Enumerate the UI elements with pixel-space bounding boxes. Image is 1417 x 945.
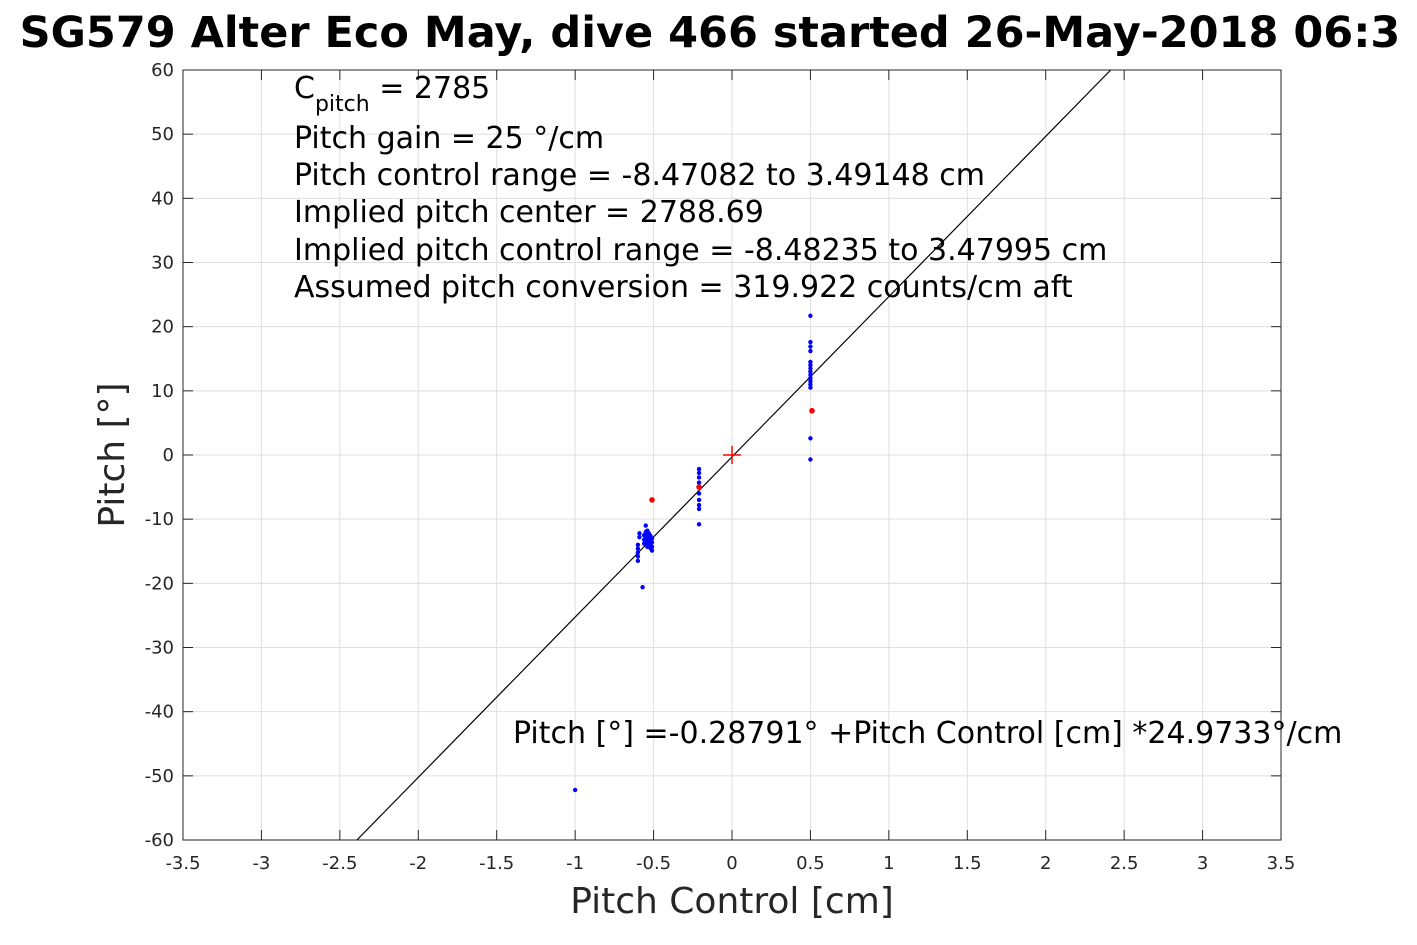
- data-point: [808, 366, 813, 371]
- data-point: [696, 522, 702, 527]
- data-point: [808, 313, 813, 318]
- annotation-implied-pitch-control-range: Implied pitch control range = -8.48235 t…: [294, 233, 1107, 268]
- x-tick-label: 1: [883, 853, 894, 874]
- y-tick-labels: 60 50 40 30 20 10 0 -10 -20 -30 -40 -50 -60: [145, 60, 174, 851]
- highlight-point: [649, 497, 655, 503]
- x-tick-label: 0.5: [796, 853, 825, 874]
- data-point: [635, 546, 641, 551]
- x-tick-label: 3: [1197, 853, 1208, 874]
- data-points: [572, 313, 815, 793]
- data-point: [808, 379, 813, 384]
- highlight-point: [696, 484, 702, 490]
- y-tick-label: -50: [145, 766, 174, 787]
- data-point: [808, 457, 813, 462]
- annotation-pitch-control-range: Pitch control range = -8.47082 to 3.4914…: [294, 158, 985, 193]
- x-tick-label: -1: [566, 853, 584, 874]
- data-point: [696, 475, 702, 480]
- data-point: [808, 372, 813, 377]
- y-tick-label: 60: [151, 60, 174, 81]
- data-point: [649, 544, 655, 549]
- y-tick-label: 30: [151, 253, 174, 274]
- y-tick-label: -30: [145, 638, 174, 659]
- fit-equation-label: Pitch [°] =-0.28791° +Pitch Control [cm]…: [513, 716, 1342, 751]
- y-tick-label: 10: [151, 381, 174, 402]
- x-tick-label: 2.5: [1110, 853, 1139, 874]
- data-point: [808, 339, 813, 345]
- x-tick-label: -2: [409, 853, 427, 874]
- y-tick-label: -10: [145, 509, 174, 530]
- x-tick-label: 0: [726, 853, 737, 874]
- y-tick-label: -20: [145, 573, 174, 594]
- grid: [182, 69, 1282, 841]
- x-axis-label: Pitch Control [cm]: [570, 881, 894, 922]
- data-point: [808, 369, 813, 374]
- annotation-c-pitch: Cpitch = 2785: [294, 71, 490, 117]
- y-tick-label: -40: [145, 702, 174, 723]
- data-point: [808, 348, 813, 354]
- data-point: [649, 548, 655, 553]
- data-point: [637, 534, 642, 540]
- annotation-pitch-gain: Pitch gain = 25 °/cm: [294, 121, 604, 156]
- x-tick-label: 1.5: [953, 853, 982, 874]
- y-tick-label: 40: [151, 188, 174, 209]
- data-point: [572, 787, 578, 793]
- c-pitch-subscript: pitch: [315, 92, 370, 117]
- x-tick-label: 3.5: [1267, 853, 1296, 874]
- data-point: [637, 531, 642, 536]
- annotation-assumed-pitch-conversion: Assumed pitch conversion = 319.922 count…: [294, 270, 1073, 305]
- data-point: [696, 506, 702, 512]
- c-pitch-symbol: C: [294, 71, 315, 106]
- data-point: [696, 497, 702, 503]
- y-tick-label: 0: [163, 445, 174, 466]
- data-point: [696, 470, 702, 476]
- x-tick-label: -3.5: [165, 853, 200, 874]
- data-point: [808, 436, 813, 441]
- data-point: [649, 540, 655, 545]
- data-point: [808, 362, 813, 368]
- data-point: [808, 375, 813, 381]
- highlight-point: [809, 407, 815, 414]
- x-tick-label: -3: [252, 853, 270, 874]
- center-marker-group: [723, 446, 741, 464]
- data-point: [808, 382, 813, 387]
- data-point: [643, 523, 648, 528]
- data-point: [635, 554, 641, 559]
- data-point: [808, 359, 813, 365]
- y-tick-label: 50: [151, 124, 174, 145]
- data-point: [635, 542, 641, 548]
- data-point: [635, 558, 641, 564]
- x-tick-label: -0.5: [636, 853, 671, 874]
- chart-title: SG579 Alter Eco May, dive 466 started 26…: [20, 8, 1401, 58]
- c-pitch-value: = 2785: [370, 71, 491, 106]
- data-point: [808, 344, 813, 349]
- data-point: [808, 385, 813, 390]
- data-point: [635, 550, 641, 555]
- data-point: [696, 480, 702, 485]
- data-point: [696, 502, 702, 508]
- annotation-block: Cpitch = 2785 Pitch gain = 25 °/cm Pitch…: [294, 71, 1107, 305]
- y-tick-label: -60: [145, 830, 174, 851]
- x-tick-label: -2.5: [322, 853, 357, 874]
- y-axis-label: Pitch [°]: [92, 382, 133, 527]
- data-point: [696, 491, 702, 496]
- y-tick-label: 20: [151, 317, 174, 338]
- tick-marks: [182, 69, 1282, 841]
- data-point: [640, 584, 645, 590]
- x-tick-labels: -3.5 -3 -2.5 -2 -1.5 -1 -0.5 0 0.5 1 1.5 2 2.5 3 3.5: [165, 853, 1295, 874]
- data-point: [649, 536, 655, 541]
- data-point: [696, 466, 702, 472]
- annotation-implied-pitch-center: Implied pitch center = 2788.69: [294, 195, 764, 230]
- x-tick-label: -1.5: [479, 853, 514, 874]
- x-tick-label: 2: [1040, 853, 1051, 874]
